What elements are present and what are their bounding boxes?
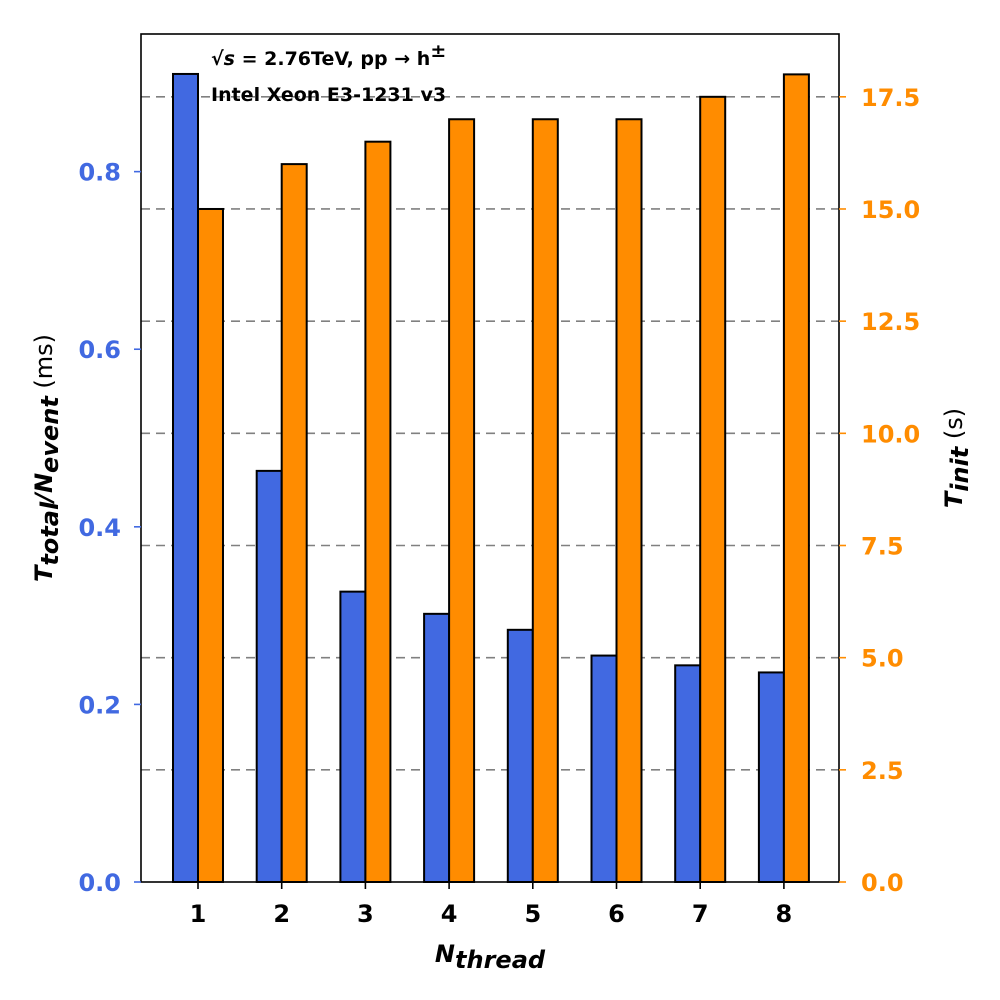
x-tick-label: 3 [357,900,374,928]
x-tick-label: 6 [608,900,625,928]
right-y-axis: 0.0 2.5 5.0 7.5 10.0 12.5 15.0 17.5 [839,84,920,897]
bar-init-time-1 [197,207,224,883]
bar-time-per-event-7 [674,664,702,883]
bar-init-time-2 [280,163,308,884]
right-y-tick-label: 10.0 [861,420,920,448]
bar-time-per-event-3 [339,590,367,883]
left-y-tick-label: 0.0 [78,869,121,897]
right-y-tick-label: 12.5 [861,308,920,336]
x-axis: 1 2 3 4 5 6 7 8 [190,882,793,928]
energy-annotation: √s = 2.76TeV, pp → h± [211,40,446,70]
x-tick-label: 5 [524,900,541,928]
right-y-tick-label: 17.5 [861,84,920,112]
bar-init-time-6 [615,118,643,884]
left-y-tick-label: 0.4 [78,514,121,542]
bar-init-time-7 [699,95,727,883]
bar-init-time-3 [364,140,392,883]
x-axis-label: Nthread [435,940,546,974]
bar-init-time-4 [448,118,476,884]
right-y-tick-label: 2.5 [861,757,904,785]
right-y-tick-label: 5.0 [861,645,904,673]
right-y-axis-label: Tinit (s) [940,408,974,508]
x-tick-label: 8 [776,900,793,928]
right-y-tick-label: 15.0 [861,196,920,224]
bar-init-time-8 [782,73,810,883]
left-y-tick-label: 0.6 [78,336,121,364]
bar-time-per-event-5 [506,628,534,883]
grid-lines [141,96,839,771]
bar-time-per-event-8 [757,671,785,884]
left-y-axis-label: Ttotal/Nevent (ms) [30,334,64,582]
plot-frame [140,33,840,883]
left-y-axis: 0.0 0.2 0.4 0.6 0.8 [78,159,141,897]
bar-time-per-event-6 [590,654,618,883]
x-tick-label: 7 [692,900,709,928]
left-y-tick-label: 0.2 [78,691,121,719]
right-y-tick-label: 7.5 [861,532,904,560]
left-y-tick-label: 0.8 [78,159,121,187]
right-y-tick-label: 0.0 [861,869,904,897]
bar-time-per-event-2 [255,469,283,883]
bar-time-per-event-1 [172,72,199,883]
bars [172,72,810,884]
x-tick-label: 2 [273,900,290,928]
x-tick-label: 4 [441,900,458,928]
bar-time-per-event-4 [423,612,451,884]
bar-init-time-5 [531,118,559,884]
x-tick-label: 1 [190,900,207,928]
cpu-annotation: Intel Xeon E3-1231 v3 [211,84,446,106]
